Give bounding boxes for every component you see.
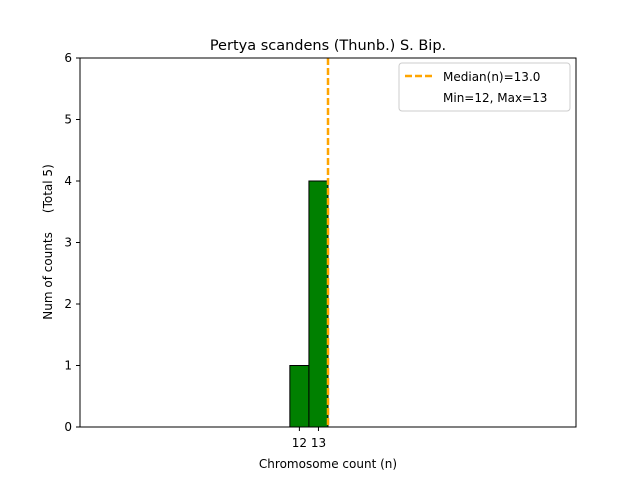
x-axis-ticks: 12 13 [292,427,326,450]
y-tick-label-1: 1 [64,359,72,373]
legend-median-label: Median(n)=13.0 [443,70,540,84]
y-tick-label-5: 5 [64,113,72,127]
y-tick-label-2: 2 [64,297,72,311]
chart-title: Pertya scandens (Thunb.) S. Bip. [210,38,446,54]
bars-group [80,180,414,428]
y-tick-label-3: 3 [64,236,72,250]
legend-box [398,62,571,112]
x-axis-label: Chromosome count (n) [259,457,397,471]
x-tick-label-12: 12 [292,436,307,450]
bar-13 [308,180,329,428]
x-tick-label-13: 13 [311,436,326,450]
y-tick-label-6: 6 [64,51,72,65]
y-axis-label: Num of counts (Total 5) [41,164,55,319]
y-tick-label-4: 4 [64,174,72,188]
y-tick-label-0: 0 [64,420,72,434]
legend-minmax-label: Min=12, Max=13 [443,91,547,105]
y-axis-ticks: 0 1 2 3 4 5 6 [64,51,80,434]
bar-12 [289,365,310,428]
legend: Median(n)=13.0 Min=12, Max=13 [398,62,571,112]
